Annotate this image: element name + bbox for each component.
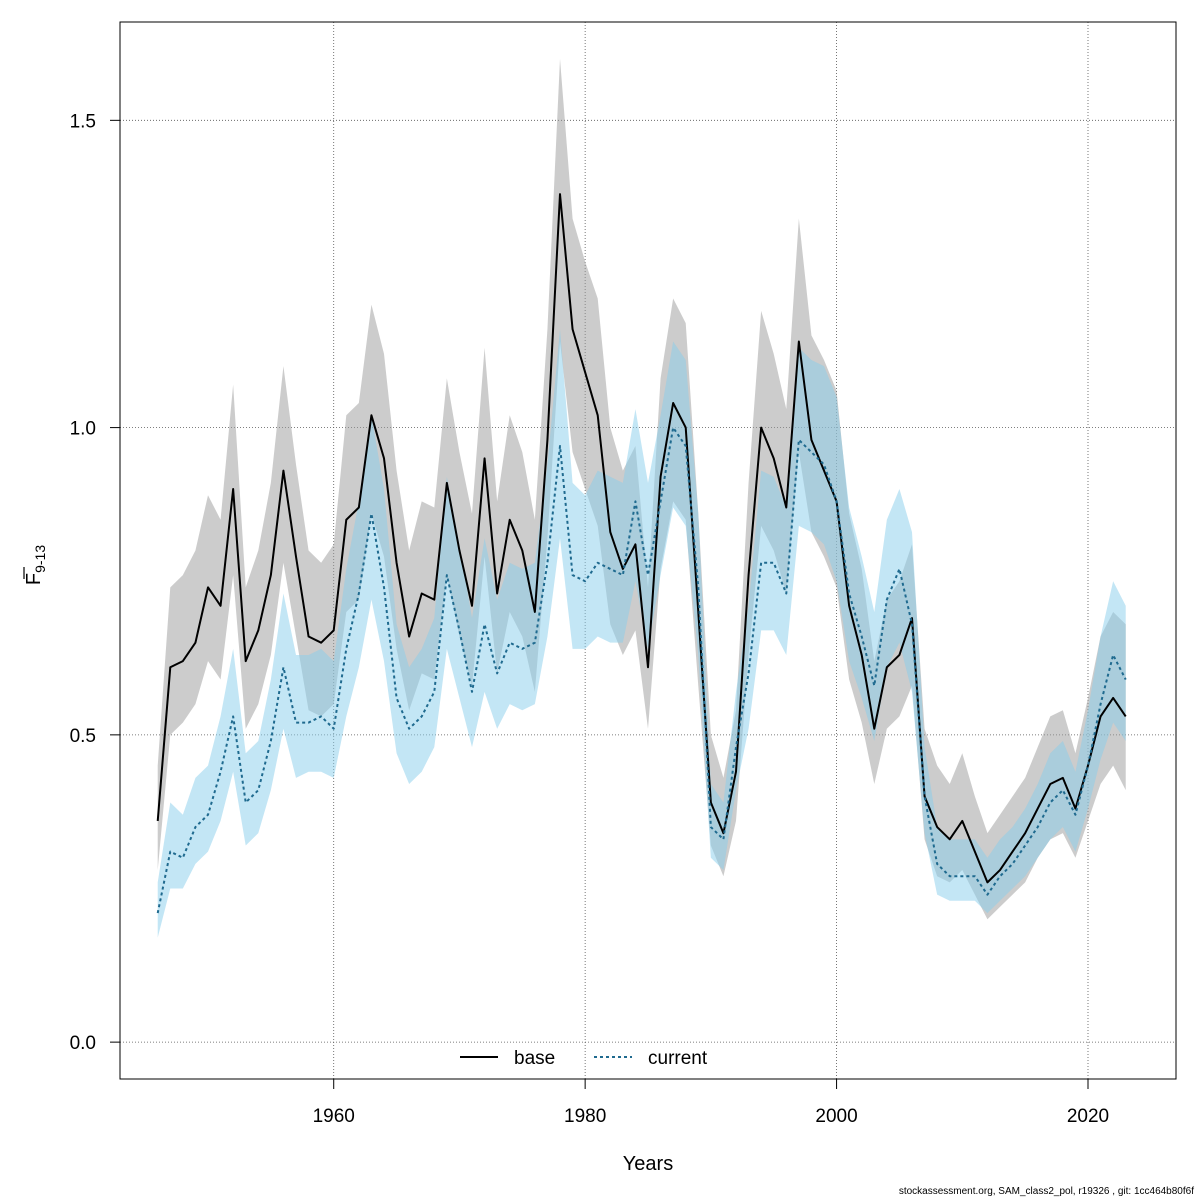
y-axis-label-symbol: F [23, 573, 45, 585]
legend: base current [460, 1048, 708, 1069]
line-base [156, 193, 1127, 884]
confidence-bands [157, 58, 1126, 938]
x-tick-label: 1960 [313, 1106, 355, 1127]
y-axis: 0.0 0.5 1.0 1.5 [70, 111, 120, 1054]
x-axis-label: Years [623, 1153, 673, 1175]
y-tick-label: 1.0 [70, 419, 96, 440]
y-tick-label: 0.0 [70, 1033, 96, 1054]
y-axis-label-subscript: 9-13 [32, 545, 48, 573]
plot-frame [119, 21, 1177, 1080]
y-axis-label: F9-13 [23, 545, 48, 585]
footer-credit: stockassessment.org, SAM_class2_pol, r19… [898, 1186, 1194, 1197]
y-tick-label: 1.5 [70, 111, 96, 132]
legend-label-current: current [648, 1048, 708, 1069]
series-lines [156, 193, 1127, 914]
band-base [157, 58, 1126, 920]
legend-label-base: base [514, 1048, 555, 1069]
x-tick-label: 2000 [815, 1106, 857, 1127]
line-current [156, 426, 1127, 914]
y-tick-label: 0.5 [70, 726, 96, 747]
band-current [157, 329, 1126, 938]
x-tick-label: 1980 [564, 1106, 606, 1127]
x-axis: 1960 1980 2000 2020 [313, 1079, 1109, 1127]
x-tick-label: 2020 [1067, 1106, 1109, 1127]
y-axis-label-text: F9-13 [23, 545, 48, 585]
